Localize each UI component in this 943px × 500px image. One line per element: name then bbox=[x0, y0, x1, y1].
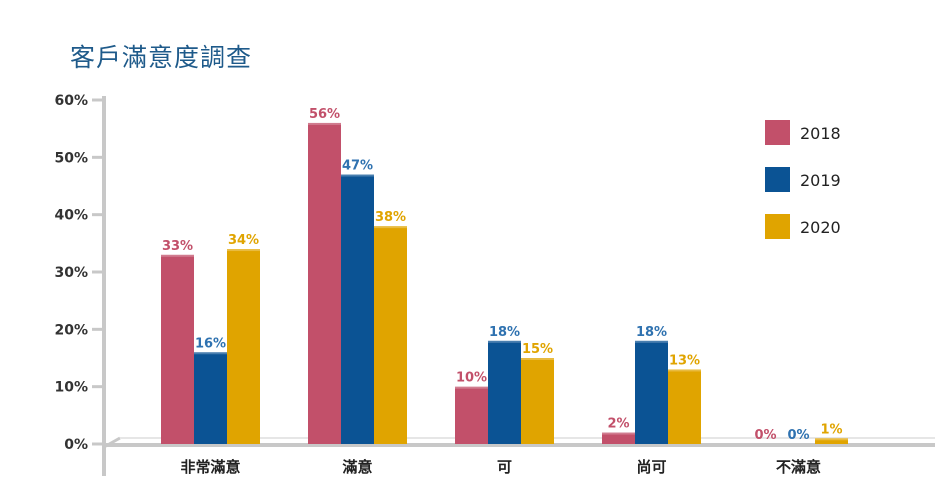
legend-label-2019: 2019 bbox=[800, 171, 841, 190]
category-label-1: 滿意 bbox=[342, 458, 372, 476]
y-tick-label: 60% bbox=[54, 93, 88, 109]
bar-highlight bbox=[308, 122, 341, 125]
bar-highlight bbox=[815, 438, 848, 441]
value-label-2019-4: 0% bbox=[787, 428, 809, 443]
value-label-2018-4: 0% bbox=[754, 428, 776, 443]
bar-2019-0 bbox=[194, 352, 227, 444]
bar-highlight bbox=[341, 174, 374, 177]
y-tick-label: 0% bbox=[64, 437, 88, 453]
value-label-2019-0: 16% bbox=[195, 336, 226, 351]
value-label-2018-1: 56% bbox=[309, 107, 340, 122]
y-tick-label: 30% bbox=[54, 265, 88, 281]
bar-2018-0 bbox=[161, 254, 194, 444]
value-label-2020-0: 34% bbox=[228, 233, 259, 248]
bar-highlight bbox=[488, 340, 521, 343]
value-label-2018-3: 2% bbox=[607, 417, 629, 432]
bar-highlight bbox=[227, 249, 260, 252]
legend-swatch-2018 bbox=[765, 120, 790, 145]
bar-2019-1 bbox=[341, 174, 374, 445]
bar-highlight bbox=[455, 386, 488, 389]
bar-highlight bbox=[374, 226, 407, 229]
value-label-2019-3: 18% bbox=[636, 325, 667, 340]
value-label-2019-2: 18% bbox=[489, 325, 520, 340]
category-label-4: 不滿意 bbox=[776, 458, 821, 476]
bar-highlight bbox=[161, 254, 194, 257]
bar-2020-1 bbox=[374, 226, 407, 444]
category-label-2: 可 bbox=[497, 458, 512, 476]
value-label-2019-1: 47% bbox=[342, 159, 373, 174]
bar-2020-4 bbox=[815, 438, 848, 444]
y-tick-label: 50% bbox=[54, 150, 88, 166]
value-label-2020-4: 1% bbox=[820, 422, 842, 437]
bar-2020-2 bbox=[521, 358, 554, 444]
value-label-2020-2: 15% bbox=[522, 342, 553, 357]
chart-title: 客戶滿意度調查 bbox=[70, 43, 253, 72]
bar-highlight bbox=[668, 369, 701, 372]
value-label-2018-0: 33% bbox=[162, 239, 193, 254]
y-tick-label: 40% bbox=[54, 208, 88, 224]
value-labels: 33% 56% 10% 2% 0% 16% 47% 18% 18% 0% 34% 38% 15% 13% 1… bbox=[162, 107, 843, 443]
chart-bars bbox=[161, 122, 848, 445]
legend-label-2020: 2020 bbox=[800, 218, 841, 237]
category-labels: 非常滿意 滿意 可 尚可 不滿意 bbox=[180, 458, 821, 476]
category-label-0: 非常滿意 bbox=[180, 458, 240, 476]
bar-2019-2 bbox=[488, 340, 521, 444]
bar-2020-3 bbox=[668, 369, 701, 444]
bar-highlight bbox=[635, 340, 668, 343]
y-tick-label: 20% bbox=[54, 322, 88, 338]
value-label-2018-2: 10% bbox=[456, 371, 487, 386]
value-label-2020-3: 13% bbox=[669, 353, 700, 368]
legend-swatch-2020 bbox=[765, 214, 790, 239]
y-axis-ticks: 0% 10% 20% 30% 40% 50% 60% bbox=[54, 93, 104, 453]
category-label-3: 尚可 bbox=[636, 458, 666, 476]
legend-swatch-2019 bbox=[765, 167, 790, 192]
bar-2019-3 bbox=[635, 340, 668, 444]
bar-highlight bbox=[521, 358, 554, 360]
bar-highlight bbox=[194, 352, 227, 355]
legend-label-2018: 2018 bbox=[800, 124, 841, 143]
bar-2018-3 bbox=[602, 432, 635, 444]
bar-2020-0 bbox=[227, 249, 260, 444]
bar-2018-1 bbox=[308, 122, 341, 444]
bar-2018-2 bbox=[455, 386, 488, 444]
chart-legend: 2018 2019 2020 bbox=[765, 120, 841, 239]
x-axis-shelf-left bbox=[103, 436, 121, 449]
y-tick-label: 10% bbox=[54, 380, 88, 396]
value-label-2020-1: 38% bbox=[375, 210, 406, 225]
bar-highlight bbox=[602, 432, 635, 435]
